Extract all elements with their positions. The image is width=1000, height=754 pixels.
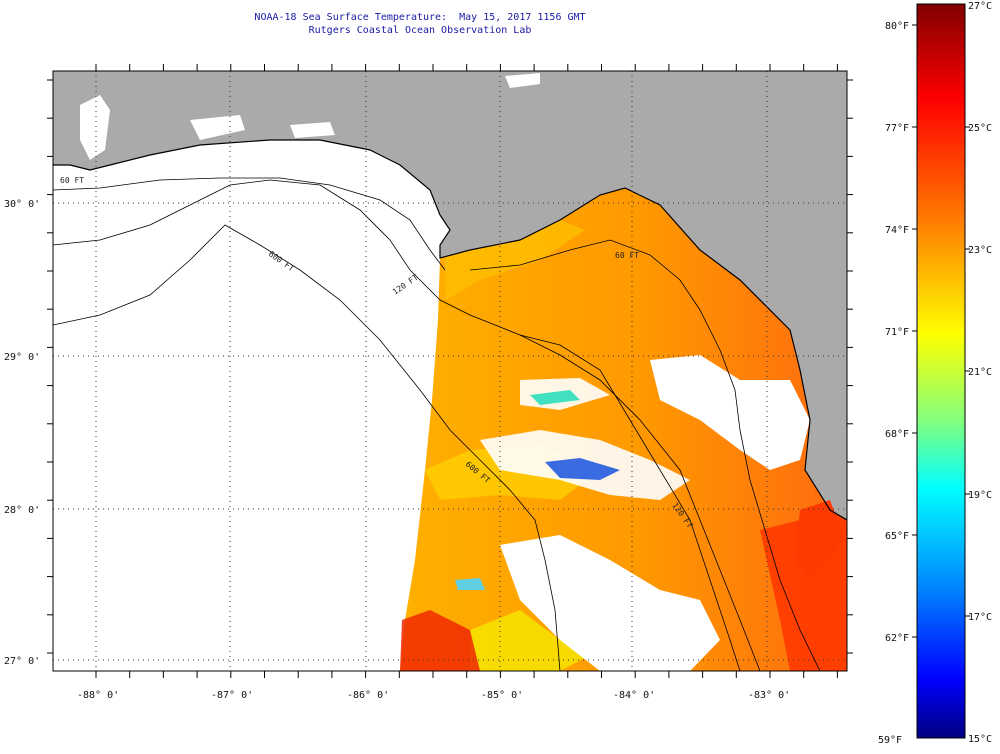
bay-shape-5 <box>795 500 845 580</box>
graticule <box>53 71 847 671</box>
colorbar-c-label: 19°C <box>968 490 992 501</box>
lat-label: 30° 0' <box>4 199 40 210</box>
colorbar-c-label: 27°C <box>968 1 992 12</box>
sst-yellow-patch <box>470 610 600 671</box>
map-subtitle: Rutgers Coastal Ocean Observation Lab <box>308 25 532 36</box>
lon-label: -83° 0' <box>748 690 790 701</box>
isobath-label: 60 FT <box>60 176 84 185</box>
colorbar-c-label: 17°C <box>968 612 992 623</box>
colorbar <box>916 3 966 739</box>
bay-shape-2 <box>190 115 245 140</box>
sst-warm-band <box>445 220 585 300</box>
land-mass <box>53 71 847 520</box>
colorbar-c-label: 25°C <box>968 123 992 134</box>
isobath-600ft <box>53 224 561 671</box>
isobath-mid <box>519 334 741 671</box>
bay-shape <box>80 95 110 160</box>
coastline <box>53 139 847 521</box>
isobath-label: 60 FT <box>615 251 639 260</box>
sst-cool-patch <box>545 458 620 480</box>
isobath-nearshore <box>469 239 821 671</box>
colorbar-celsius-labels: 27°C 25°C 23°C 21°C 19°C 17°C 15°C <box>968 1 992 745</box>
colorbar-f-label: 59°F <box>878 735 902 746</box>
lon-label: -88° 0' <box>77 690 119 701</box>
colorbar-ticks <box>912 24 970 638</box>
bay-shape-4 <box>505 73 540 88</box>
plot-frame <box>52 70 848 672</box>
cloud-mask-2 <box>500 535 720 671</box>
axis-ticks <box>47 64 853 678</box>
colorbar-f-label: 65°F <box>885 531 909 542</box>
lat-label: 28° 0' <box>4 505 40 516</box>
lat-label: 29° 0' <box>4 352 40 363</box>
lon-label: -86° 0' <box>347 690 389 701</box>
sst-cool-patch-3 <box>455 578 485 590</box>
colorbar-c-label: 21°C <box>968 367 992 378</box>
colorbar-f-label: 77°F <box>885 123 909 134</box>
colorbar-f-label: 74°F <box>885 225 909 236</box>
sst-cool-patch-2 <box>530 390 580 405</box>
lon-label: -87° 0' <box>211 690 253 701</box>
sst-red-corner <box>400 610 480 671</box>
map-title: NOAA-18 Sea Surface Temperature: May 15,… <box>254 12 586 23</box>
lon-label: -84° 0' <box>613 690 655 701</box>
isobath-60ft <box>53 177 446 271</box>
bay-shape-3 <box>290 122 335 138</box>
isobath-120ft <box>53 179 761 671</box>
lat-label: 27° 0' <box>4 656 40 667</box>
colorbar-f-label: 71°F <box>885 327 909 338</box>
colorbar-f-label: 80°F <box>885 21 909 32</box>
lon-label: -85° 0' <box>481 690 523 701</box>
colorbar-f-label: 62°F <box>885 633 909 644</box>
colorbar-fahrenheit-labels: 80°F 77°F 74°F 71°F 68°F 65°F 62°F 59°F <box>878 21 909 746</box>
cloud-mask-1 <box>650 355 810 470</box>
colorbar-c-label: 15°C <box>968 734 992 745</box>
colorbar-f-label: 68°F <box>885 429 909 440</box>
colorbar-c-label: 23°C <box>968 245 992 256</box>
